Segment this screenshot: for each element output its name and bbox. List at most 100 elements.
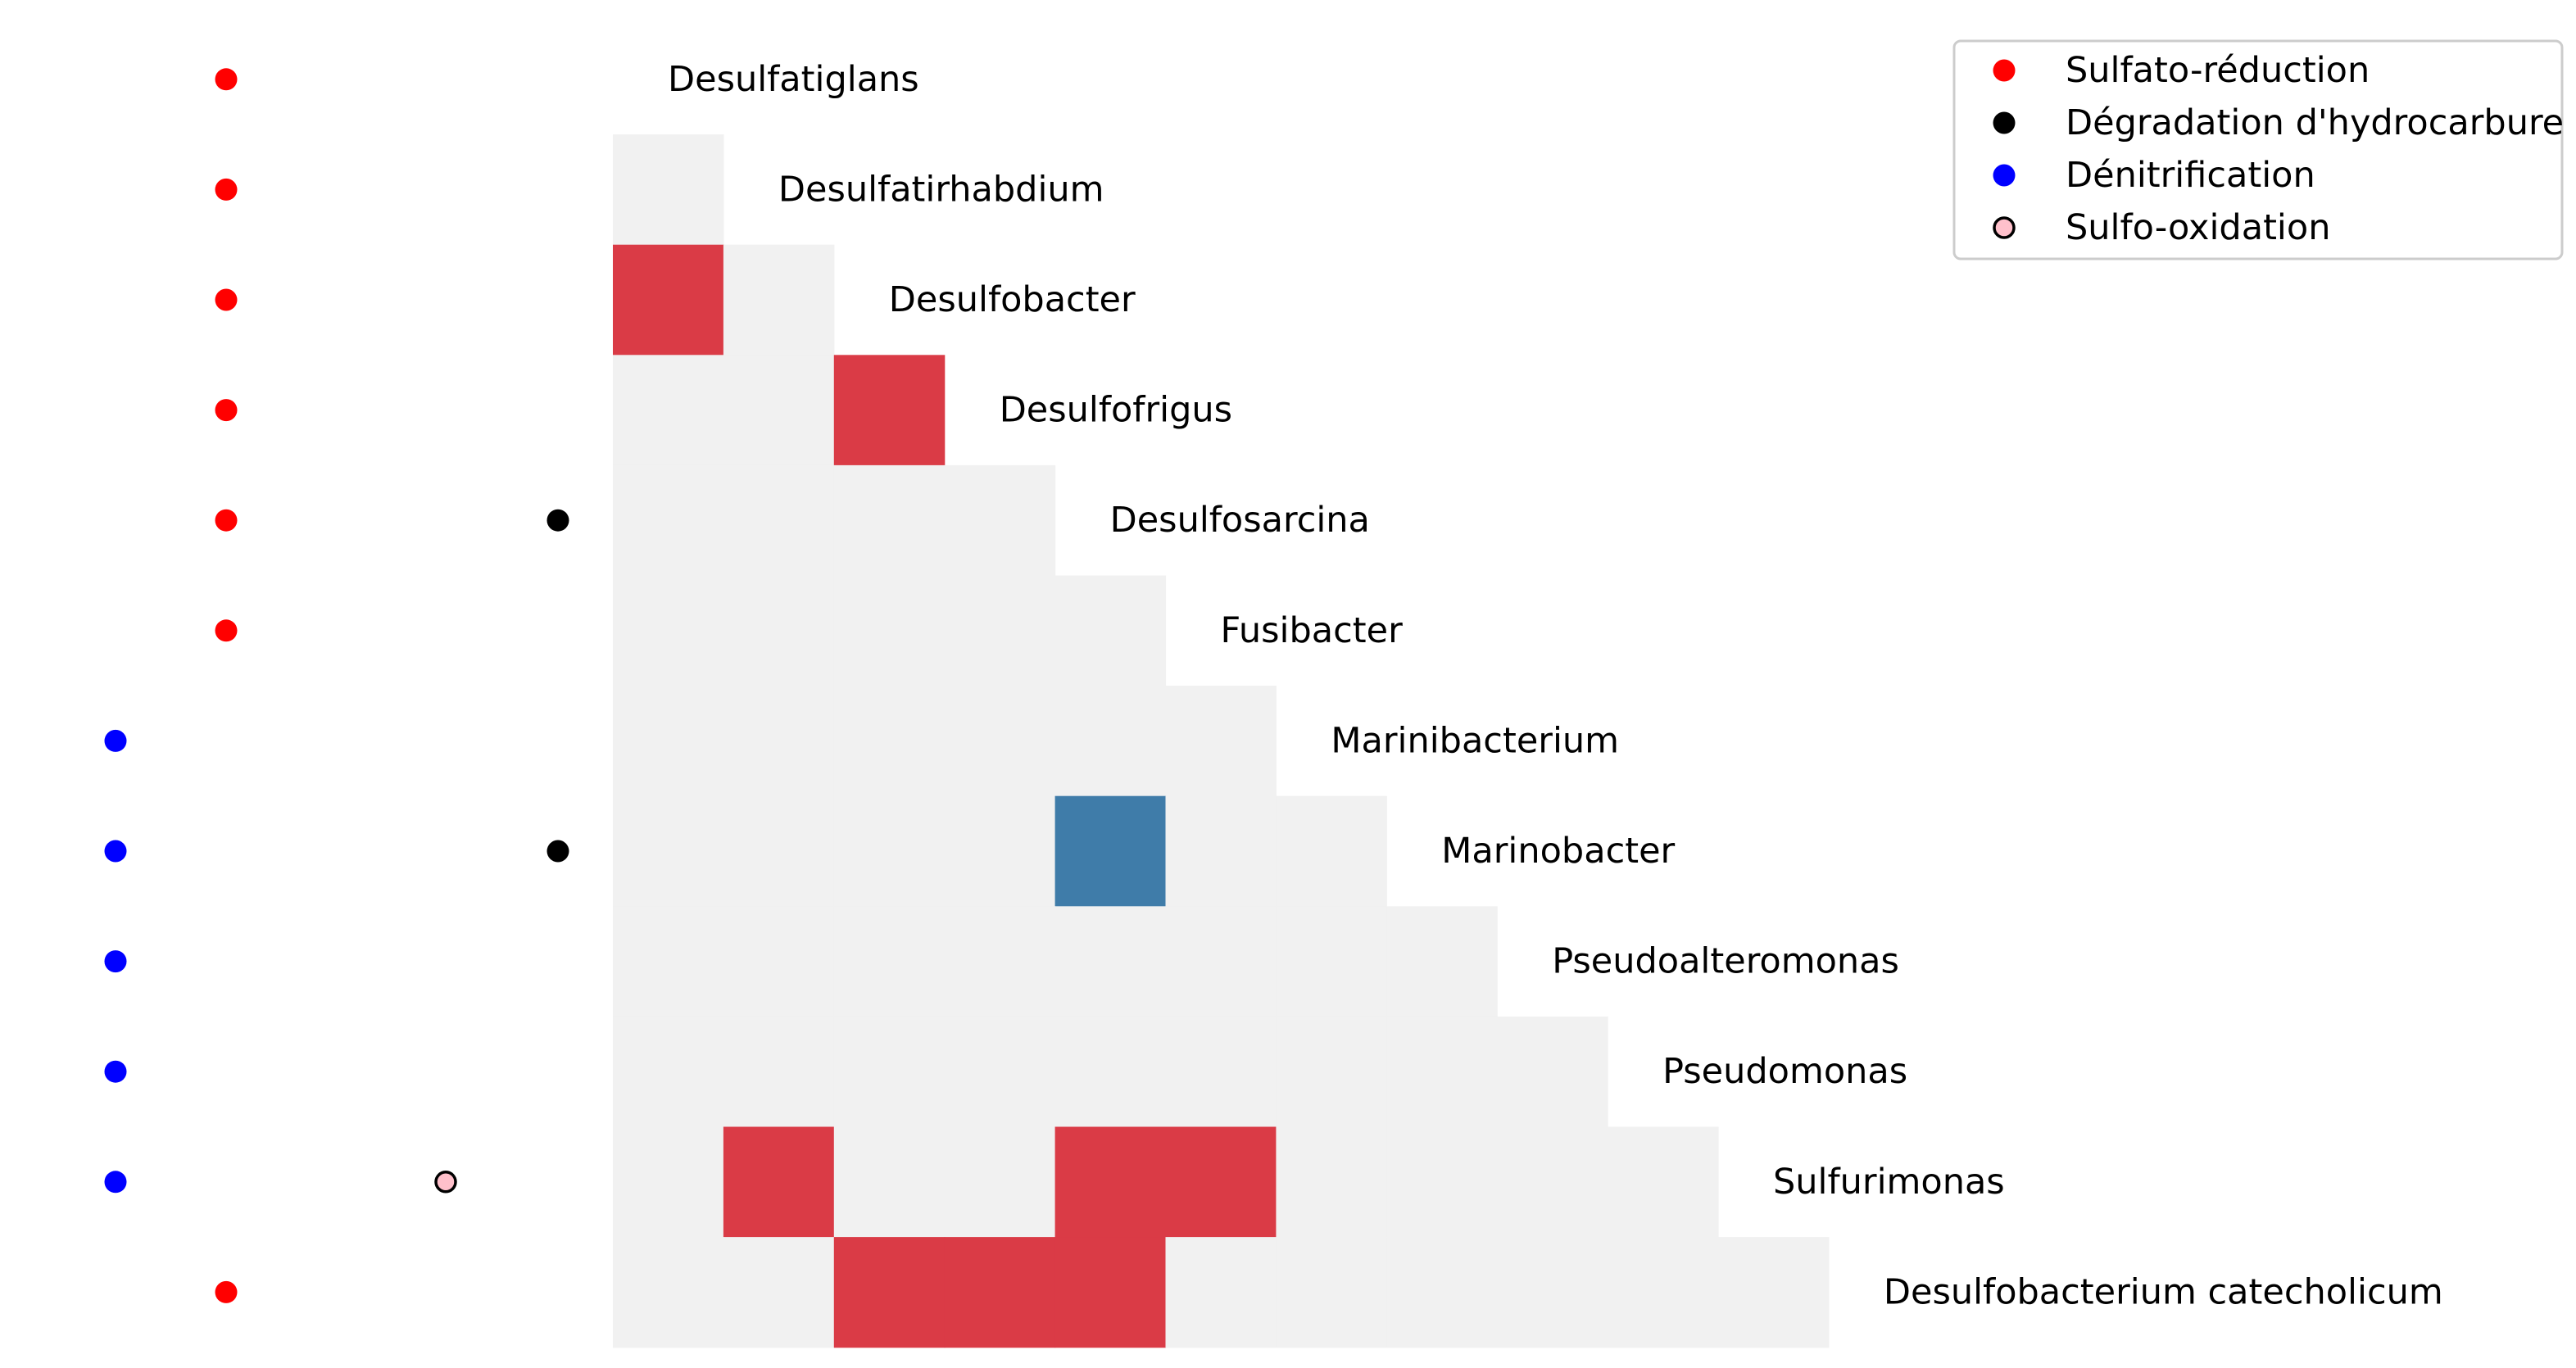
heatmap-cell-8-4-neutral [1054, 906, 1167, 1017]
heatmap-cell-11-0-neutral [613, 1237, 724, 1348]
heatmap-cell-4-2-neutral [833, 464, 946, 577]
function-dot-sulfate_reduction-row-0 [215, 68, 238, 91]
heatmap-cell-11-3-positive [944, 1237, 1056, 1348]
heatmap-cell-9-1-neutral [723, 1016, 835, 1128]
taxon-label: Desulfofrigus [1000, 390, 1232, 431]
heatmap-cell-7-4-negative [1054, 795, 1167, 907]
heatmap-cell-11-10-neutral [1718, 1237, 1830, 1348]
heatmap-cell-11-5-neutral [1165, 1237, 1277, 1348]
heatmap-cell-7-3-neutral [944, 795, 1056, 907]
function-dot-denitrification-row-9 [104, 1060, 127, 1083]
heatmap-cell-10-0-neutral [613, 1126, 724, 1238]
heatmap-cell-9-2-neutral [833, 1016, 946, 1128]
heatmap-cell-9-8-neutral [1497, 1016, 1608, 1128]
heatmap-cell-3-0-neutral [613, 355, 724, 466]
heatmap-cell-11-6-neutral [1276, 1237, 1387, 1348]
heatmap-cell-7-5-neutral [1165, 795, 1277, 907]
heatmap-cell-11-1-neutral [723, 1237, 835, 1348]
legend-label-sulfur_oxidation: Sulfo-oxidation [2066, 207, 2330, 248]
function-dot-sulfur_oxidation-row-10 [434, 1171, 457, 1194]
function-dot-denitrification-row-8 [104, 950, 127, 973]
heatmap-cell-4-3-neutral [944, 464, 1056, 577]
heatmap-cell-5-3-neutral [944, 575, 1056, 686]
heatmap-cell-8-3-neutral [944, 906, 1056, 1017]
heatmap-cell-7-1-neutral [723, 795, 835, 907]
legend-marker-sulfur_oxidation [1993, 216, 2016, 239]
heatmap-cell-10-6-neutral [1276, 1126, 1387, 1238]
heatmap-cell-9-6-neutral [1276, 1016, 1387, 1128]
heatmap-cell-11-4-positive [1054, 1237, 1167, 1348]
legend-marker-hydrocarbon_degradation [1993, 111, 2016, 134]
heatmap-cell-1-0-neutral [613, 134, 724, 246]
taxon-label: Desulfatirhabdium [778, 169, 1104, 210]
taxon-labels: Desulfatiglans Desulfatirhabdium Desulfoba… [668, 59, 2443, 1313]
heatmap-cell-5-2-neutral [833, 575, 946, 686]
heatmap-cell-11-9-neutral [1608, 1237, 1719, 1348]
heatmap-cell-4-1-neutral [723, 464, 835, 577]
heatmap-cell-6-0-neutral [613, 686, 724, 797]
heatmap-cell-10-5-positive [1165, 1126, 1277, 1238]
heatmap-cell-8-7-neutral [1386, 906, 1498, 1017]
function-dot-hydrocarbon_degradation-row-7 [546, 840, 569, 863]
legend-label-denitrification: Dénitrification [2066, 155, 2315, 196]
function-dot-sulfate_reduction-row-4 [215, 509, 238, 532]
heatmap-cell-10-9-neutral [1608, 1126, 1719, 1238]
taxon-label: Marinibacterium [1331, 720, 1619, 761]
heatmap-cell-3-1-neutral [723, 355, 835, 466]
taxon-label: Sulfurimonas [1773, 1162, 2005, 1203]
heatmap-cell-10-8-neutral [1497, 1126, 1608, 1238]
heatmap-cell-9-3-neutral [944, 1016, 1056, 1128]
heatmap-cell-9-0-neutral [613, 1016, 724, 1128]
legend: Sulfato-réduction Dégradation d'hydrocarb… [1952, 39, 2564, 260]
function-dot-denitrification-row-10 [104, 1171, 127, 1194]
function-markers [104, 68, 569, 1303]
heatmap-cell-7-2-neutral [833, 795, 946, 907]
heatmap-cell-10-1-positive [723, 1126, 835, 1238]
heatmap-cell-6-3-neutral [944, 686, 1056, 797]
taxon-label: Desulfatiglans [668, 59, 919, 100]
heatmap-cell-11-7-neutral [1386, 1237, 1498, 1348]
heatmap-cell-7-0-neutral [613, 795, 724, 907]
heatmap-cell-5-0-neutral [613, 575, 724, 686]
heatmap-cell-5-4-neutral [1054, 575, 1167, 686]
legend-marker-sulfate_reduction [1993, 59, 2016, 82]
heatmap-cell-10-4-positive [1054, 1126, 1167, 1238]
function-dot-sulfate_reduction-row-3 [215, 399, 238, 422]
taxon-label: Marinobacter [1441, 831, 1675, 872]
heatmap-cell-11-2-positive [833, 1237, 946, 1348]
function-dot-sulfate_reduction-row-2 [215, 288, 238, 311]
function-dot-denitrification-row-6 [104, 729, 127, 752]
function-dot-sulfate_reduction-row-1 [215, 178, 238, 201]
heatmap-cell-6-2-neutral [833, 686, 946, 797]
function-dot-hydrocarbon_degradation-row-4 [546, 509, 569, 532]
heatmap-cell-6-4-neutral [1054, 686, 1167, 797]
heatmap-cell-9-4-neutral [1054, 1016, 1167, 1128]
heatmap-cell-4-0-neutral [613, 464, 724, 577]
heatmap-cell-8-6-neutral [1276, 906, 1387, 1017]
heatmap-cell-10-7-neutral [1386, 1126, 1498, 1238]
taxon-label: Fusibacter [1221, 610, 1404, 651]
heatmap-cell-11-8-neutral [1497, 1237, 1608, 1348]
heatmap-cell-8-0-neutral [613, 906, 724, 1017]
heatmap-cell-6-1-neutral [723, 686, 835, 797]
heatmap-cell-9-5-neutral [1165, 1016, 1277, 1128]
taxon-label: Pseudoalteromonas [1552, 941, 1899, 982]
heatmap-cell-9-7-neutral [1386, 1016, 1498, 1128]
heatmap-cells [613, 134, 1830, 1348]
legend-label-sulfate_reduction: Sulfato-réduction [2066, 50, 2370, 91]
heatmap-cell-2-0-positive [613, 244, 724, 356]
heatmap-cell-7-6-neutral [1276, 795, 1387, 907]
function-dot-sulfate_reduction-row-11 [215, 1280, 238, 1303]
taxon-label: Pseudomonas [1662, 1051, 1907, 1092]
function-dot-denitrification-row-7 [104, 840, 127, 863]
taxon-label: Desulfobacter [889, 279, 1136, 320]
heatmap-cell-6-5-neutral [1165, 686, 1277, 797]
heatmap-cell-8-2-neutral [833, 906, 946, 1017]
heatmap-cell-10-2-neutral [833, 1126, 946, 1238]
heatmap-cell-2-1-neutral [723, 244, 835, 356]
heatmap-cell-8-1-neutral [723, 906, 835, 1017]
legend-marker-denitrification [1993, 164, 2016, 187]
heatmap-cell-3-2-positive [833, 355, 946, 466]
taxon-label: Desulfobacterium catecholicum [1884, 1271, 2443, 1312]
